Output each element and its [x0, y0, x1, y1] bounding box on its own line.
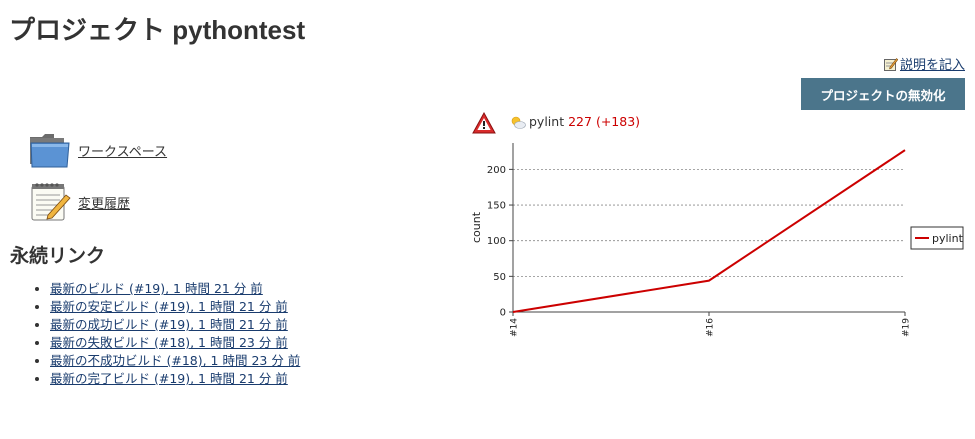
y-tick-label: 100: [487, 236, 506, 247]
partly-sunny-icon: [511, 116, 526, 129]
page-title: プロジェクト pythontest: [9, 15, 306, 45]
trend-summary: pylint 227 (+183): [510, 114, 640, 129]
legend-box: [910, 226, 964, 250]
list-item: 最新の不成功ビルド (#18), 1 時間 23 分 前: [50, 352, 300, 370]
disable-project-button[interactable]: プロジェクトの無効化: [801, 78, 965, 110]
y-axis-label: count: [470, 211, 483, 243]
permalink-last-stable-build[interactable]: 最新の安定ビルド (#19), 1 時間 21 分 前: [50, 299, 288, 314]
notepad-icon: [31, 183, 71, 221]
y-tick-label: 200: [487, 165, 506, 176]
legend-label: pylint: [932, 232, 964, 245]
permalinks-heading: 永続リンク: [10, 245, 106, 267]
list-item: 最新の成功ビルド (#19), 1 時間 21 分 前: [50, 316, 300, 334]
warning-triangle-icon: [472, 111, 496, 134]
x-tick-label: #19: [902, 318, 912, 337]
series-line-pylint: [512, 149, 906, 313]
trend-name: pylint: [529, 114, 565, 129]
list-item: 最新の失敗ビルド (#18), 1 時間 23 分 前: [50, 334, 300, 352]
permalink-last-build[interactable]: 最新のビルド (#19), 1 時間 21 分 前: [50, 281, 263, 296]
permalink-last-failed-build[interactable]: 最新の失敗ビルド (#18), 1 時間 23 分 前: [50, 335, 288, 350]
sidebar-item-label[interactable]: ワークスペース: [78, 144, 168, 160]
edit-description[interactable]: 説明を記入: [883, 54, 965, 73]
edit-description-link[interactable]: 説明を記入: [899, 58, 965, 73]
permalink-last-successful-build[interactable]: 最新の成功ビルド (#19), 1 時間 21 分 前: [50, 317, 288, 332]
sidebar-item-label[interactable]: 変更履歴: [78, 196, 131, 212]
permalink-last-completed-build[interactable]: 最新の完了ビルド (#19), 1 時間 21 分 前: [50, 371, 288, 386]
y-tick-label: 0: [500, 308, 506, 319]
y-tick-label: 150: [487, 201, 506, 212]
list-item: 最新のビルド (#19), 1 時間 21 分 前: [50, 280, 300, 298]
permalinks-list: 最新のビルド (#19), 1 時間 21 分 前 最新の安定ビルド (#19)…: [32, 280, 300, 388]
trend-delta: (+183): [595, 114, 641, 129]
sidebar-item-workspace[interactable]: ワークスペース: [28, 129, 167, 171]
list-item: 最新の安定ビルド (#19), 1 時間 21 分 前: [50, 298, 300, 316]
trend-count: 227: [568, 114, 592, 129]
list-item: 最新の完了ビルド (#19), 1 時間 21 分 前: [50, 370, 300, 388]
trend-chart[interactable]: 0 50 100 150 200 count #14 #16 #19 pylint: [465, 135, 970, 340]
trend-warning: [472, 111, 496, 138]
folder-icon: [30, 134, 70, 168]
x-tick-label: #16: [706, 318, 716, 337]
y-tick-label: 50: [493, 272, 506, 283]
x-tick-label: #14: [510, 318, 520, 337]
permalink-last-unsuccessful-build[interactable]: 最新の不成功ビルド (#18), 1 時間 23 分 前: [50, 353, 301, 368]
sidebar-item-changes[interactable]: 変更履歴: [28, 181, 130, 223]
edit-pencil-icon: [883, 57, 898, 71]
